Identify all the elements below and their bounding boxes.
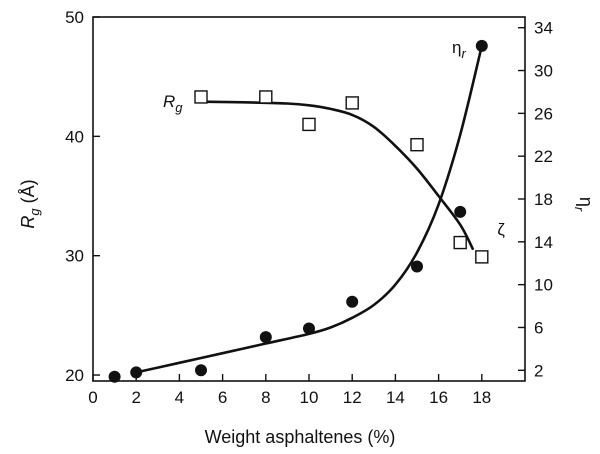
eta-data-point [259,331,272,344]
x-tick-label: 10 [300,388,319,407]
left-y-title-main: R [18,216,38,229]
rg-data-point [345,96,359,110]
rg-data-point [302,117,316,132]
left-y-tick-label: 20 [65,366,84,385]
eta-data-point [411,260,423,273]
eta-data-point [475,39,488,52]
zeta-annotation: ζ [497,220,505,239]
eta-data-point [130,366,143,379]
x-axis: 0 2 4 6 8 10 12 14 16 18 [88,374,491,407]
rg-data-point [410,137,424,152]
right-y-tick-label: 22 [534,147,553,166]
left-y-tick-label: 30 [65,247,84,266]
left-y-tick-label: 50 [65,8,84,27]
fit-curve-eta [135,45,484,374]
rg-data-point [259,90,273,104]
eta-data-point [108,370,121,383]
x-tick-label: 6 [218,388,227,407]
eta-series-label: ηr [452,38,466,61]
x-tick-label: 12 [343,388,362,407]
fit-curves [135,45,484,374]
eta-data-point [454,205,467,218]
x-tick-label: 4 [175,388,184,407]
right-y-title-main: η [576,197,596,207]
x-tick-label: 0 [88,388,97,407]
x-tick-label: 18 [472,388,491,407]
x-tick-label: 2 [131,388,140,407]
right-y-tick-label: 34 [534,19,553,38]
data-markers [108,39,489,383]
left-y-tick-label: 40 [65,127,84,146]
right-y-title-sub: r [572,207,587,212]
rg-data-point [475,250,489,264]
chart-labels: Weight asphaltenes (%) Rg (Å) ηr Rg ηr ζ [18,38,596,447]
rg-data-point [194,90,208,104]
x-tick-label: 16 [429,388,448,407]
right-y-tick-label: 18 [534,190,553,209]
x-tick-label: 8 [261,388,270,407]
right-y-axis-title: ηr [572,197,596,212]
eta-label-sub: r [461,46,466,61]
rg-data-point [453,235,467,250]
rg-series-label: Rg [163,92,183,115]
left-y-axis: 20 30 40 50 [65,8,100,385]
right-y-tick-label: 10 [534,276,553,295]
eta-data-point [346,295,359,308]
right-y-tick-label: 6 [534,318,543,337]
x-axis-title: Weight asphaltenes (%) [205,427,396,447]
rg-label-main: R [163,92,175,111]
eta-data-point [303,322,315,335]
right-y-tick-label: 30 [534,62,553,81]
fit-curve-rg [200,100,475,251]
left-y-title-sub: g [27,208,42,216]
x-tick-label: 14 [386,388,405,407]
eta-label-main: η [452,38,461,57]
left-y-axis-title: Rg (Å) [18,179,42,228]
right-y-tick-label: 2 [534,361,543,380]
left-y-title-unit: (Å) [18,179,38,208]
right-y-tick-label: 26 [534,104,553,123]
eta-data-point [195,364,207,377]
rg-label-sub: g [175,100,183,115]
right-y-tick-label: 14 [534,233,553,252]
